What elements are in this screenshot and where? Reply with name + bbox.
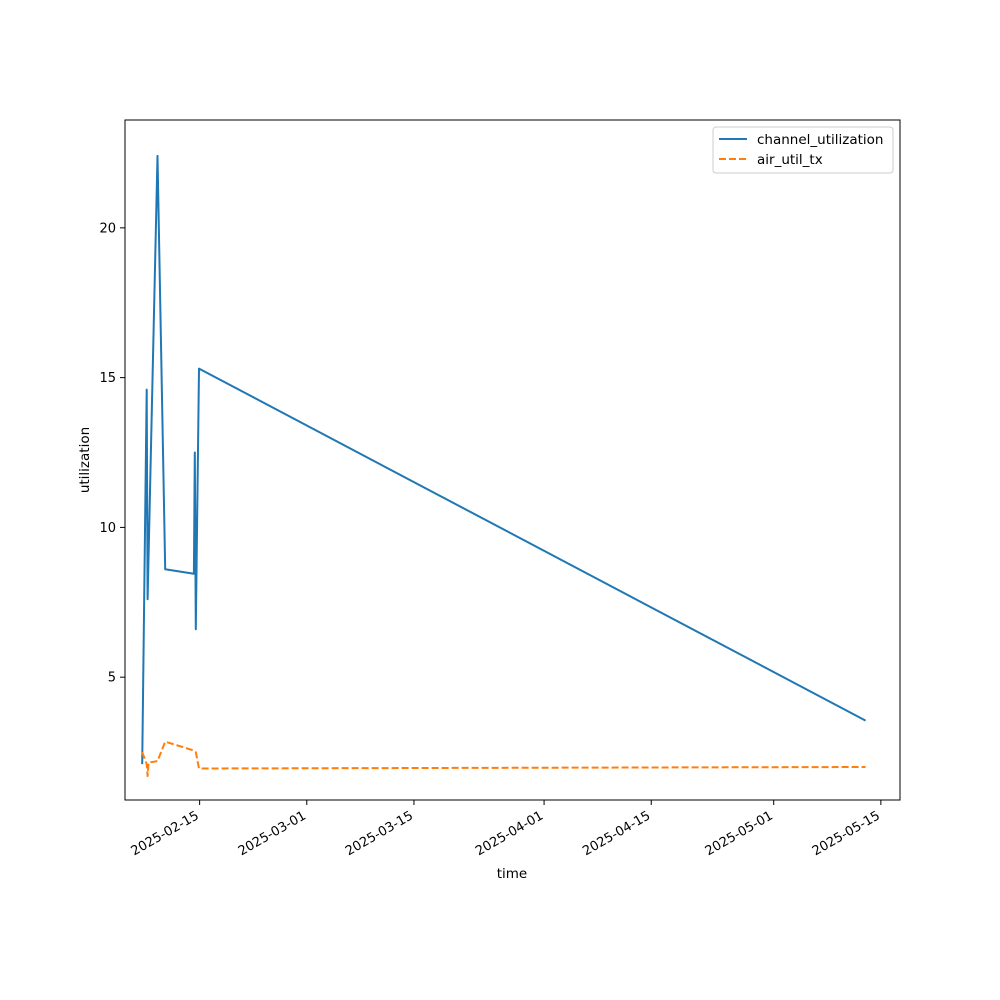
x-tick-label: 2025-04-01 [473, 808, 546, 859]
x-tick-label: 2025-02-15 [129, 808, 202, 859]
legend-label-air_util_tx: air_util_tx [757, 152, 823, 168]
y-tick-label: 5 [108, 671, 116, 686]
x-axis-title: time [497, 866, 528, 882]
x-tick-label: 2025-05-15 [810, 808, 883, 859]
y-tick-label: 10 [99, 521, 116, 536]
x-tick-label: 2025-03-15 [343, 808, 416, 859]
x-tick-label: 2025-05-01 [703, 808, 776, 859]
x-tick-label: 2025-03-01 [236, 808, 309, 859]
plot-area-frame [124, 119, 901, 801]
y-tick-label: 15 [99, 371, 116, 386]
y-tick-label: 20 [99, 221, 116, 236]
series-layer [141, 154, 867, 777]
x-tick-label: 2025-04-15 [580, 808, 653, 859]
legend-box [712, 126, 894, 174]
y-axis-ticks: 5 10 15 20 [99, 221, 125, 686]
legend: channel_utilization air_util_tx [712, 126, 894, 174]
y-axis-title: utilization [77, 427, 93, 493]
series-line-channel_utilization [141, 154, 867, 765]
legend-label-channel_utilization: channel_utilization [757, 132, 884, 148]
series-line-air_util_tx [141, 740, 866, 777]
x-axis-ticks: 2025-02-15 2025-03-01 2025-03-15 2025-04-01… [129, 800, 883, 859]
